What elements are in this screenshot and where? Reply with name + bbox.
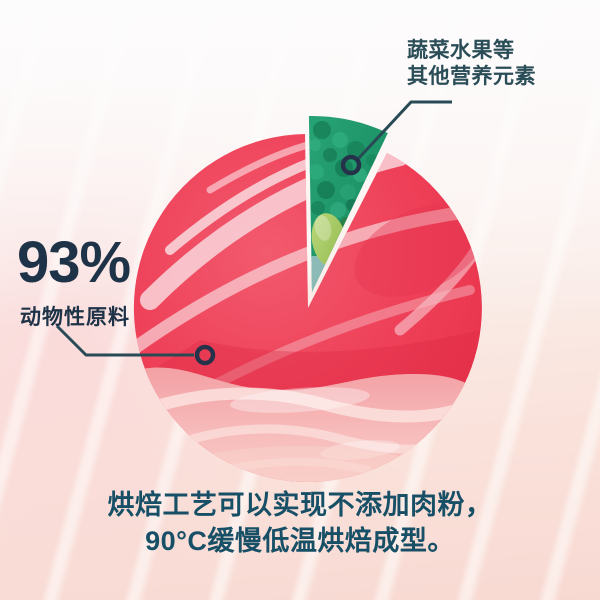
animal-callout-ring-icon <box>194 344 216 366</box>
callout-lines <box>55 100 452 366</box>
animal-callout-label: 93% 动物性原料 <box>17 230 131 331</box>
caption-line2: 90°C缓慢低温烘焙成型。 <box>145 526 455 556</box>
animal-percent-value: 93% <box>17 230 131 295</box>
animal-percent-label: 动物性原料 <box>20 306 130 329</box>
caption-line1: 烘焙工艺可以实现不添加肉粉， <box>107 490 493 520</box>
veg-leader-line <box>356 100 452 161</box>
animal-leader-line <box>55 324 194 357</box>
veg-callout-line1: 蔬菜水果等 <box>407 39 515 62</box>
caption: 烘焙工艺可以实现不添加肉粉， 90°C缓慢低温烘焙成型。 <box>0 487 600 559</box>
veg-callout-label: 蔬菜水果等 其他营养元素 <box>407 38 536 90</box>
veg-callout-ring-icon <box>340 154 362 176</box>
pie-main-slice <box>133 134 482 482</box>
veg-callout-line2: 其他营养元素 <box>407 65 536 88</box>
